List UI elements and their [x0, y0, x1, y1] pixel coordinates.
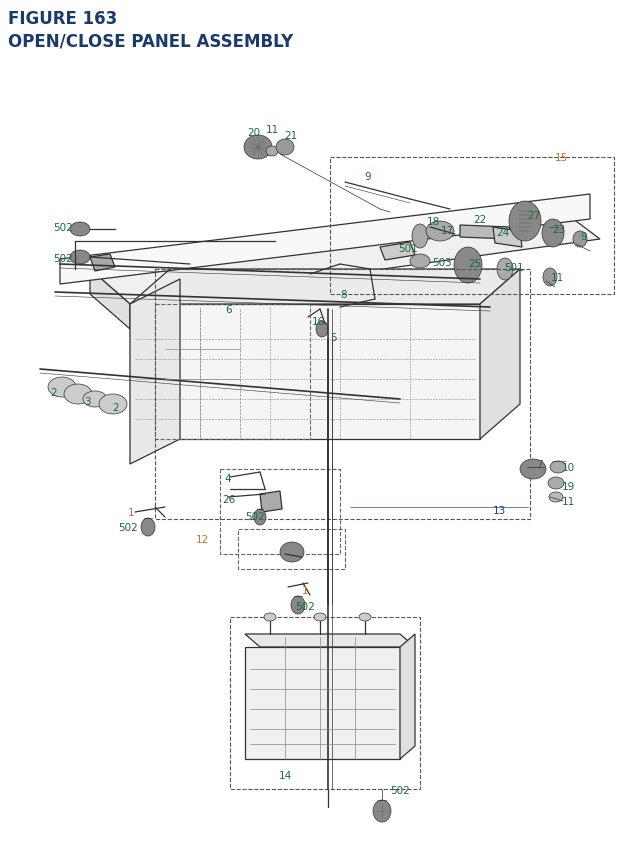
- Polygon shape: [260, 492, 282, 512]
- Polygon shape: [245, 635, 415, 647]
- Text: 8: 8: [340, 289, 347, 300]
- Text: 6: 6: [225, 305, 232, 314]
- Polygon shape: [130, 280, 180, 464]
- Ellipse shape: [70, 223, 90, 237]
- Bar: [155, 269, 530, 519]
- Text: OPEN/CLOSE PANEL ASSEMBLY: OPEN/CLOSE PANEL ASSEMBLY: [8, 32, 293, 50]
- Text: 18: 18: [427, 217, 440, 226]
- Text: 22: 22: [473, 214, 486, 225]
- Ellipse shape: [410, 255, 430, 269]
- Text: 21: 21: [284, 131, 297, 141]
- Ellipse shape: [291, 597, 305, 614]
- Ellipse shape: [264, 613, 276, 622]
- Ellipse shape: [542, 220, 564, 248]
- Text: 11: 11: [266, 125, 279, 135]
- Ellipse shape: [548, 478, 564, 489]
- Ellipse shape: [48, 378, 76, 398]
- Text: 11: 11: [551, 273, 564, 282]
- Text: 19: 19: [562, 481, 575, 492]
- Text: 1: 1: [302, 585, 308, 595]
- Text: 503: 503: [432, 257, 452, 268]
- Text: 23: 23: [552, 225, 565, 235]
- Polygon shape: [90, 269, 130, 330]
- Text: 2: 2: [50, 387, 56, 398]
- Ellipse shape: [520, 460, 546, 480]
- Text: FIGURE 163: FIGURE 163: [8, 10, 117, 28]
- Text: 24: 24: [496, 228, 509, 238]
- Text: 502: 502: [390, 785, 410, 795]
- Ellipse shape: [70, 251, 90, 264]
- Ellipse shape: [373, 800, 391, 822]
- Text: 16: 16: [312, 317, 325, 326]
- Text: 501: 501: [398, 244, 418, 254]
- Polygon shape: [130, 305, 480, 439]
- Ellipse shape: [412, 225, 428, 249]
- Polygon shape: [90, 255, 115, 272]
- Text: 4: 4: [224, 474, 230, 483]
- Ellipse shape: [64, 385, 92, 405]
- Ellipse shape: [254, 510, 266, 525]
- Polygon shape: [380, 243, 415, 261]
- Polygon shape: [400, 635, 415, 759]
- Text: 13: 13: [493, 505, 506, 516]
- Text: 7: 7: [536, 460, 543, 469]
- Polygon shape: [493, 228, 522, 248]
- Text: 12: 12: [196, 535, 209, 544]
- Text: 5: 5: [330, 332, 337, 343]
- Bar: [238, 530, 345, 569]
- Text: 502: 502: [53, 254, 73, 263]
- Ellipse shape: [99, 394, 127, 414]
- Text: 17: 17: [441, 226, 454, 236]
- Text: 502: 502: [245, 511, 265, 522]
- Text: 20: 20: [247, 127, 260, 138]
- Ellipse shape: [573, 232, 587, 248]
- Ellipse shape: [280, 542, 304, 562]
- Bar: [155, 305, 310, 439]
- Ellipse shape: [314, 613, 326, 622]
- Text: 10: 10: [562, 462, 575, 473]
- Bar: [330, 158, 614, 294]
- Polygon shape: [480, 269, 520, 439]
- Text: 26: 26: [222, 494, 236, 505]
- Ellipse shape: [276, 139, 294, 156]
- Polygon shape: [60, 195, 590, 285]
- Text: 1: 1: [128, 507, 134, 517]
- Text: 3: 3: [84, 397, 91, 406]
- Polygon shape: [245, 647, 400, 759]
- Text: 15: 15: [555, 152, 568, 163]
- Text: 502: 502: [53, 223, 73, 232]
- Bar: [230, 617, 420, 789]
- Text: 501: 501: [504, 263, 524, 273]
- Text: 9: 9: [580, 232, 587, 242]
- Text: 2: 2: [112, 403, 118, 412]
- Text: 25: 25: [468, 258, 481, 269]
- Ellipse shape: [454, 248, 482, 283]
- Ellipse shape: [550, 461, 566, 474]
- Ellipse shape: [316, 322, 328, 338]
- Polygon shape: [90, 210, 600, 305]
- Bar: [220, 469, 340, 554]
- Ellipse shape: [509, 201, 541, 242]
- Ellipse shape: [497, 258, 513, 281]
- Text: 502: 502: [295, 601, 315, 611]
- Text: 502: 502: [118, 523, 138, 532]
- Ellipse shape: [141, 518, 155, 536]
- Ellipse shape: [426, 222, 454, 242]
- Ellipse shape: [266, 147, 278, 157]
- Ellipse shape: [244, 136, 272, 160]
- Ellipse shape: [359, 613, 371, 622]
- Ellipse shape: [543, 269, 557, 287]
- Text: 14: 14: [279, 770, 292, 780]
- Text: 11: 11: [562, 497, 575, 506]
- Text: 9: 9: [364, 172, 371, 182]
- Text: 27: 27: [527, 211, 540, 220]
- Ellipse shape: [83, 392, 107, 407]
- Polygon shape: [460, 226, 510, 239]
- Ellipse shape: [549, 492, 563, 503]
- Polygon shape: [130, 269, 520, 305]
